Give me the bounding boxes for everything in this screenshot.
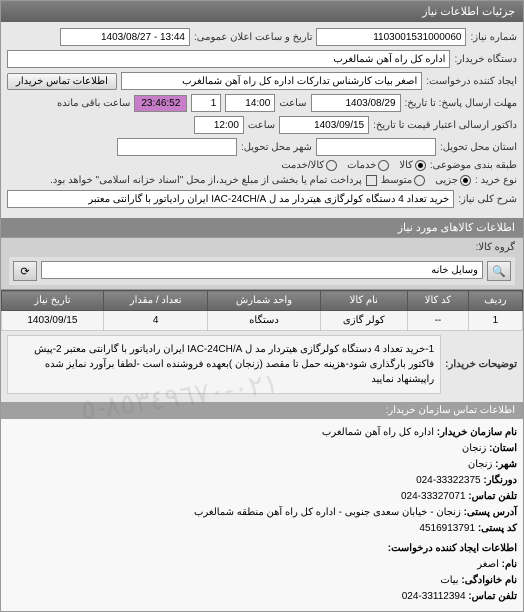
td-name: کولر گازی (320, 311, 407, 331)
postal-value: 4516913791 (419, 523, 475, 534)
org-label: نام سازمان خریدار: (437, 427, 517, 438)
contact2-title: اطلاعات ایجاد کننده درخواست: (388, 543, 517, 554)
buyer-label: دستگاه خریدار: (454, 54, 517, 65)
location-label: استان محل تحویل: (440, 142, 517, 153)
goods-table: ردیف کد کالا نام کالا واحد شمارش تعداد /… (1, 290, 523, 331)
td-qty: 4 (103, 311, 208, 331)
td-date: 1403/09/15 (2, 311, 104, 331)
time-label-1: ساعت (279, 98, 306, 109)
city2-label: شهر: (495, 459, 517, 470)
province-value: زنجان (462, 443, 486, 454)
request-no-field: 1103001531000060 (316, 28, 466, 46)
th-qty: تعداد / مقدار (103, 291, 208, 311)
page-num-field: 1 (191, 94, 221, 112)
details-label: توضیحات خریدار: (445, 359, 517, 370)
radio-medium[interactable] (414, 175, 425, 186)
phone-value: 33327071-024 (401, 491, 466, 502)
city-field (117, 138, 237, 156)
valid-date-field: 1403/09/15 (279, 116, 369, 134)
td-code: -- (408, 311, 469, 331)
td-unit: دستگاه (208, 311, 320, 331)
toolbar-refresh-icon[interactable]: ⟳ (13, 261, 37, 281)
province-label: استان: (489, 443, 517, 454)
radio-kala-service[interactable] (326, 160, 337, 171)
desc-label: شرح کلی نیاز: (458, 194, 517, 205)
goods-subsection: گروه کالا: 🔍 وسایل خانه ⟳ (1, 237, 523, 290)
fax-label: دورنگار: (483, 475, 517, 486)
creator-field: اصغر بیات کارشناس تدارکات اداره کل راه آ… (121, 72, 422, 90)
deadline-date-field: 1403/08/29 (311, 94, 401, 112)
datetime-field: 13:44 - 1403/08/27 (60, 28, 190, 46)
radio-kala-label: کالا (399, 160, 413, 171)
payment-checkbox[interactable] (366, 175, 377, 186)
radio-medium-label: متوسط (381, 175, 412, 186)
category-radio-group: کالا خدمات کالا/خدمت (281, 160, 426, 171)
remaining-label: ساعت باقی مانده (57, 98, 130, 109)
th-unit: واحد شمارش (208, 291, 320, 311)
location-field (316, 138, 436, 156)
address-label: آدرس پستی: (464, 507, 517, 518)
fax-value: 33322375-024 (416, 475, 481, 486)
panel-header: جزئیات اطلاعات نیاز (1, 1, 523, 22)
valid-label: داکتور ارسالی اعتبار قیمت تا تاریخ: (373, 120, 517, 131)
time-label-2: ساعت (248, 120, 275, 131)
category-label: طبقه بندی موضوعی: (430, 160, 517, 171)
header-title: جزئیات اطلاعات نیاز (422, 6, 515, 18)
radio-small[interactable] (460, 175, 471, 186)
th-code: کد کالا (408, 291, 469, 311)
payment-checkbox-label: پرداخت تمام یا بخشی از مبلغ خرید،از محل … (50, 175, 362, 186)
family-value: بیات (440, 575, 458, 586)
name-value: اصغر (477, 559, 499, 570)
org-value: اداره کل راه آهن شمالغرب (322, 427, 434, 438)
address-value: زنجان - خیابان سعدی جنوبی - اداره کل راه… (194, 507, 461, 518)
details-text: 1-خرید تعداد 4 دستگاه کولرگازی هیتردار م… (7, 335, 441, 394)
th-name: نام کالا (320, 291, 407, 311)
type-radio-group: جزیی متوسط (381, 175, 471, 186)
th-row: ردیف (468, 291, 522, 311)
name-label: نام: (502, 559, 517, 570)
radio-kala-service-label: کالا/خدمت (281, 160, 324, 171)
contact-title: اطلاعات تماس سازمان خریدار: (1, 402, 523, 419)
city2-value: زنجان (468, 459, 492, 470)
postal-label: کد پستی: (478, 523, 517, 534)
table-row[interactable]: 1 -- کولر گازی دستگاه 4 1403/09/15 (2, 311, 523, 331)
radio-khadamat[interactable] (378, 160, 389, 171)
group-label: گروه کالا: (476, 242, 515, 253)
radio-small-label: جزیی (435, 175, 458, 186)
family-label: نام خانوادگی: (461, 575, 517, 586)
remaining-time-badge: 23:46:52 (134, 95, 187, 112)
buyer-field: اداره کل راه آهن شمالغرب (7, 50, 450, 68)
contact-section: نام سازمان خریدار: اداره کل راه آهن شمال… (1, 419, 523, 611)
desc-field: خرید تعداد 4 دستگاه کولرگازی هیتردار مد … (7, 190, 454, 208)
td-row: 1 (468, 311, 522, 331)
city-label: شهر محل تحویل: (241, 142, 312, 153)
toolbar: 🔍 وسایل خانه ⟳ (9, 257, 515, 285)
valid-time-field: 12:00 (194, 116, 244, 134)
deadline-time-field: 14:00 (225, 94, 275, 112)
contact-button[interactable]: اطلاعات تماس خریدار (7, 73, 117, 90)
deadline-label: مهلت ارسال پاسخ: تا تاریخ: (405, 98, 517, 109)
search-field[interactable]: وسایل خانه (41, 261, 483, 279)
phone2-value: 33112394-024 (402, 591, 466, 602)
goods-section-title: اطلاعات کالاهای مورد نیاز (1, 218, 523, 237)
phone-label: تلفن تماس: (468, 491, 517, 502)
radio-kala[interactable] (415, 160, 426, 171)
toolbar-search-icon[interactable]: 🔍 (487, 261, 511, 281)
request-no-label: شماره نیاز: (470, 32, 517, 43)
type-label: نوع خرید : (475, 175, 517, 186)
th-date: تاریخ نیاز (2, 291, 104, 311)
phone2-label: تلفن تماس: (468, 591, 517, 602)
datetime-label: تاریخ و ساعت اعلان عمومی: (194, 32, 313, 43)
radio-khadamat-label: خدمات (347, 160, 376, 171)
creator-label: ایجاد کننده درخواست: (426, 76, 517, 87)
form-section: شماره نیاز: 1103001531000060 تاریخ و ساع… (1, 22, 523, 218)
